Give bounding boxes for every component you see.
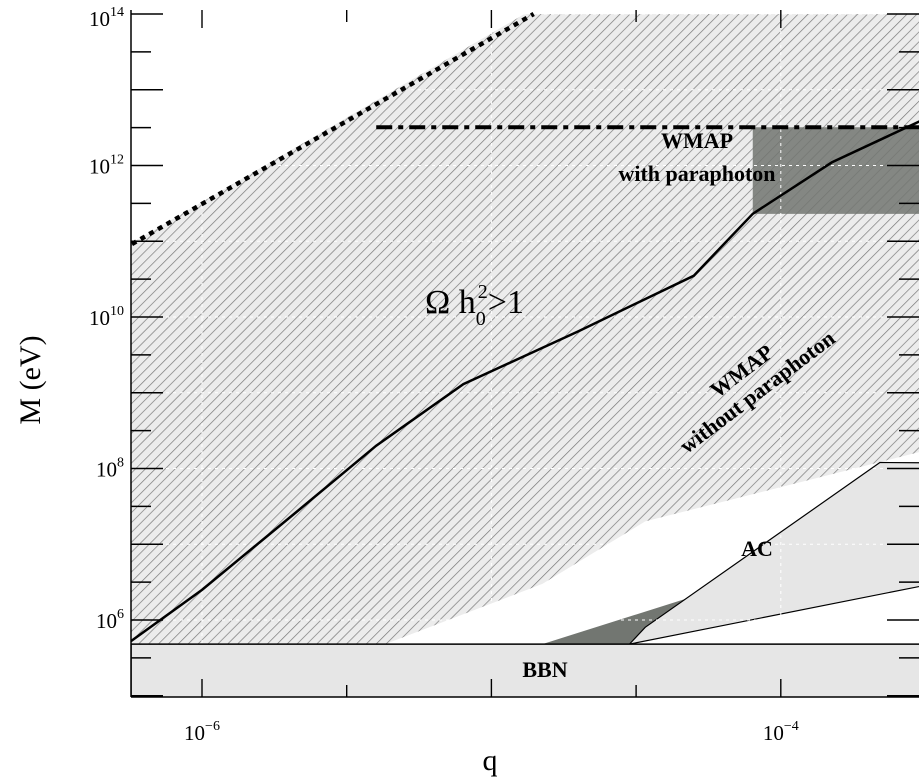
ac-region <box>627 461 919 646</box>
ac-label: AC <box>741 536 773 561</box>
bbn-label: BBN <box>522 657 567 682</box>
svg-text:Ω h20>1: Ω h 2 0>1 <box>425 281 524 330</box>
y-tick-label: 108 <box>96 456 124 482</box>
y-axis-title: M (eV) <box>14 335 47 424</box>
omega-label-sub: 0 <box>476 308 486 330</box>
ticks <box>131 10 919 697</box>
omega-label-tail: >1 <box>488 284 524 321</box>
solid-curve <box>131 120 919 643</box>
omega-label: Ω h 2 0>1 <box>425 281 524 330</box>
omega-label-sup: 2 <box>478 281 488 303</box>
x-tick-label: 10−4 <box>763 719 799 745</box>
omega-label-main: Ω h <box>425 284 476 321</box>
y-tick-label: 1012 <box>89 153 124 179</box>
x-axis-title: q <box>483 744 498 777</box>
y-tick-label: 1010 <box>89 304 124 330</box>
wmap-with-label-line2: with paraphoton <box>618 161 775 186</box>
dotted-bound-line <box>131 12 535 248</box>
x-tick-labels: 10−610−410−2 <box>184 719 799 745</box>
wmap-with-label-line1: WMAP <box>661 128 733 153</box>
plot-area <box>131 10 919 697</box>
y-tick-label: 1014 <box>89 5 124 31</box>
grid <box>131 10 919 697</box>
y-tick-labels: 106 108 1010 1012 1014 <box>89 5 124 633</box>
bbn-region <box>131 643 919 697</box>
wmap-with-paraphoton-band <box>752 127 919 214</box>
y-tick-label: 106 <box>96 607 124 633</box>
x-tick-label: 10−6 <box>184 719 220 745</box>
